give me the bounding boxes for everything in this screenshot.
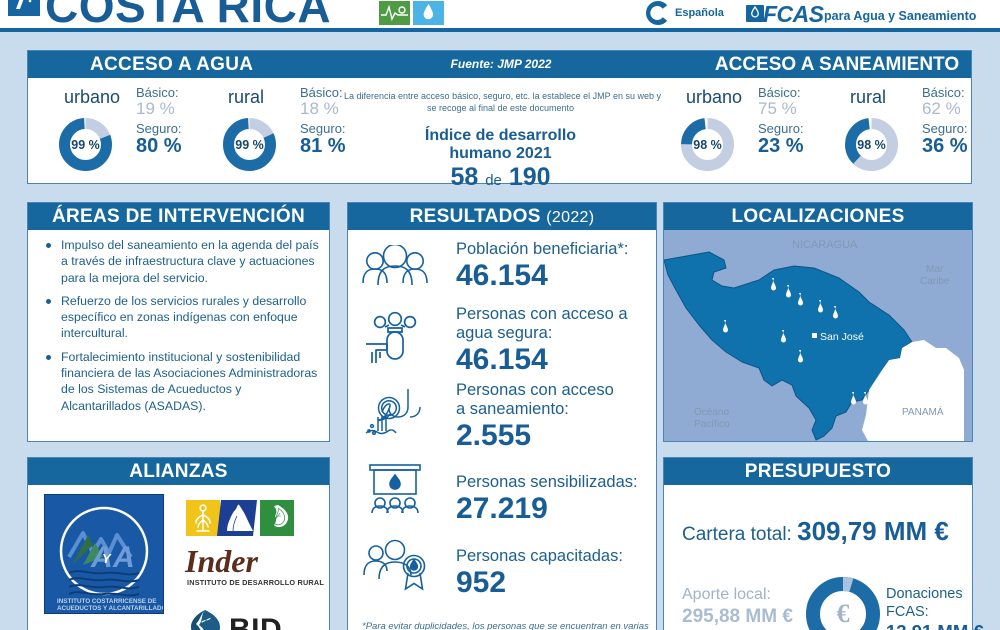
svg-text:Océano: Océano (694, 407, 729, 418)
svg-text:A: A (112, 541, 135, 574)
svg-text:Y: Y (102, 551, 112, 566)
svg-text:98 %: 98 % (693, 138, 722, 152)
svg-text:NICARAGUA: NICARAGUA (792, 239, 858, 251)
svg-text:San José: San José (820, 331, 864, 343)
svg-text:PANAMÁ: PANAMÁ (902, 405, 944, 418)
svg-text:Caribe: Caribe (920, 276, 950, 287)
svg-text:Mar: Mar (926, 264, 944, 275)
svg-text:INSTITUTO COSTARRICENSE DE: INSTITUTO COSTARRICENSE DE (57, 598, 156, 605)
svg-text:98 %: 98 % (857, 138, 886, 152)
svg-text:99 %: 99 % (71, 138, 100, 152)
svg-text:Pacífico: Pacífico (694, 419, 730, 430)
svg-text:€: € (837, 599, 850, 628)
svg-text:99 %: 99 % (235, 138, 264, 152)
svg-text:ACUEDUCTOS Y ALCANTARILLADOS: ACUEDUCTOS Y ALCANTARILLADOS (57, 605, 163, 612)
